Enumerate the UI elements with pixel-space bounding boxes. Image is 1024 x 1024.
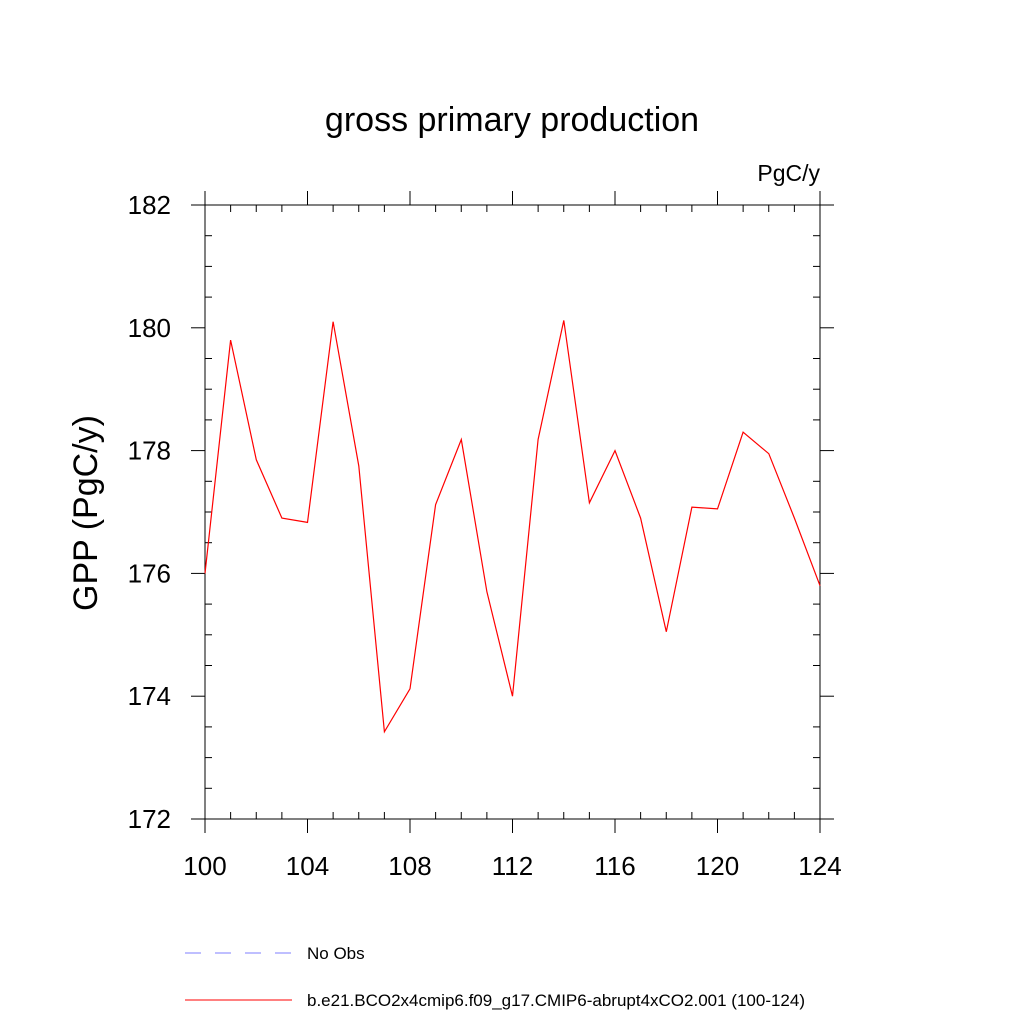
x-tick-label: 124: [798, 851, 841, 881]
series-line: [204, 320, 821, 734]
axis-tick-labels: 100 104 108 112 116 120 124 172 174 176 178 180 182: [128, 190, 842, 881]
series-layer: [204, 320, 821, 734]
plot-frame: [204, 204, 821, 820]
chart-units-label: PgC/y: [757, 160, 820, 186]
chart-title: gross primary production: [325, 101, 699, 139]
y-tick-label: 174: [128, 681, 171, 711]
axis-ticks: [191, 191, 834, 833]
y-tick-label: 172: [128, 804, 171, 834]
x-tick-label: 104: [286, 851, 329, 881]
legend-label: b.e21.BCO2x4cmip6.f09_g17.CMIP6-abrupt4x…: [307, 991, 805, 1010]
x-tick-label: 120: [696, 851, 739, 881]
x-tick-label: 112: [492, 851, 533, 881]
y-tick-label: 182: [128, 190, 171, 220]
legend: No Obs b.e21.BCO2x4cmip6.f09_g17.CMIP6-ab…: [185, 944, 805, 1010]
x-tick-label: 116: [594, 851, 635, 881]
legend-label: No Obs: [307, 944, 365, 963]
y-axis-label: GPP (PgC/y): [67, 415, 105, 611]
y-tick-label: 178: [128, 436, 171, 466]
x-tick-label: 108: [388, 851, 431, 881]
y-tick-label: 176: [128, 558, 171, 588]
y-tick-label: 180: [128, 313, 171, 343]
x-tick-label: 100: [183, 851, 226, 881]
